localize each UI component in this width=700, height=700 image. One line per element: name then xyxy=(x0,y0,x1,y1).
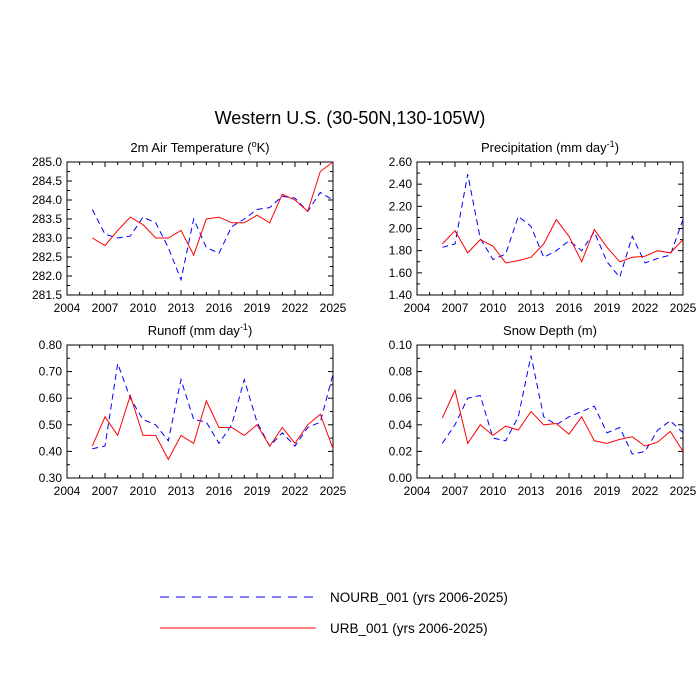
series-line-urb_001 xyxy=(441,218,684,264)
y-tick-label: 284.0 xyxy=(32,193,62,207)
panel-title-suffix: K) xyxy=(257,140,270,155)
y-tick-label: 0.30 xyxy=(39,471,63,485)
figure-title: Western U.S. (30-50N,130-105W) xyxy=(215,108,486,128)
y-tick-label: 2.60 xyxy=(389,155,413,169)
plot-frame xyxy=(66,161,334,296)
y-tick-label: 2.20 xyxy=(389,199,413,213)
chart-panel-2: Runoff (mm day-1) 2004 2007 2010 2013 2016 201… xyxy=(39,322,347,498)
panel-title-suffix: ) xyxy=(615,140,619,155)
panel-title-main: Snow Depth (m) xyxy=(503,323,597,338)
series-line-urb_001 xyxy=(92,161,334,257)
panel-title-sup: -1 xyxy=(607,139,615,149)
series-line-nourb_001 xyxy=(92,363,334,450)
panel-title-main: 2m Air Temperature ( xyxy=(130,140,252,155)
series-line-urb_001 xyxy=(441,388,684,452)
y-tick-label: 0.06 xyxy=(389,391,413,405)
y-tick-label: 1.80 xyxy=(389,244,413,258)
y-tick-label: 0.08 xyxy=(389,365,413,379)
panel-title-sup: -1 xyxy=(240,322,248,332)
y-tick-label: 283.5 xyxy=(32,212,62,226)
x-tick-label: 2019 xyxy=(594,301,621,315)
x-tick-label: 2019 xyxy=(244,301,271,315)
x-tick-label: 2010 xyxy=(130,301,157,315)
panel-title-main: Runoff (mm day xyxy=(148,323,241,338)
x-tick-label: 2013 xyxy=(518,301,545,315)
x-tick-label: 2013 xyxy=(518,484,545,498)
x-tick-label: 2022 xyxy=(632,301,659,315)
series-line-nourb_001 xyxy=(442,174,684,279)
y-tick-label: 2.40 xyxy=(389,177,413,191)
panel-title: Snow Depth (m) xyxy=(503,323,597,338)
y-tick-label: 0.10 xyxy=(389,338,413,352)
chart-panel-0: 2m Air Temperature (oK) 2004 2007 2010 2013 2… xyxy=(32,139,347,315)
panel-title: Runoff (mm day-1) xyxy=(148,322,253,338)
x-tick-label: 2022 xyxy=(282,301,309,315)
y-tick-label: 282.5 xyxy=(32,250,62,264)
x-tick-label: 2019 xyxy=(244,484,271,498)
x-tick-label: 2025 xyxy=(670,301,697,315)
x-tick-label: 2007 xyxy=(92,484,119,498)
x-tick-label: 2010 xyxy=(480,301,507,315)
panel-title: 2m Air Temperature (oK) xyxy=(130,139,269,155)
panel-title-sup: o xyxy=(252,139,257,149)
y-tick-label: 282.0 xyxy=(32,269,62,283)
x-tick-label: 2025 xyxy=(320,484,347,498)
x-tick-label: 2004 xyxy=(404,484,431,498)
x-tick-label: 2007 xyxy=(442,484,469,498)
x-tick-label: 2022 xyxy=(282,484,309,498)
x-tick-label: 2016 xyxy=(556,301,583,315)
panel-title-suffix: ) xyxy=(248,323,252,338)
panels: 2m Air Temperature (oK) 2004 2007 2010 2013 2… xyxy=(32,139,697,498)
y-tick-label: 285.0 xyxy=(32,155,62,169)
x-tick-label: 2007 xyxy=(92,301,119,315)
chart-panel-3: Snow Depth (m) 2004 2007 2010 2013 2016 2019 20… xyxy=(389,323,697,498)
y-tick-label: 0.02 xyxy=(389,444,413,458)
y-tick-label: 0.70 xyxy=(39,365,63,379)
y-tick-label: 0.00 xyxy=(389,471,413,485)
y-tick-label: 0.50 xyxy=(39,418,63,432)
x-tick-label: 2022 xyxy=(632,484,659,498)
plot-frame xyxy=(66,344,334,479)
y-tick-label: 1.60 xyxy=(389,266,413,280)
x-tick-label: 2010 xyxy=(130,484,157,498)
series-line-nourb_001 xyxy=(441,355,684,455)
y-tick-label: 0.40 xyxy=(39,444,63,458)
x-tick-label: 2016 xyxy=(206,484,233,498)
x-tick-label: 2025 xyxy=(670,484,697,498)
x-tick-label: 2007 xyxy=(442,301,469,315)
x-tick-label: 2004 xyxy=(54,301,81,315)
plot-frame xyxy=(416,161,684,296)
x-tick-label: 2016 xyxy=(556,484,583,498)
panel-title: Precipitation (mm day-1) xyxy=(481,139,619,155)
x-tick-label: 2004 xyxy=(54,484,81,498)
x-tick-label: 2010 xyxy=(480,484,507,498)
y-tick-label: 1.40 xyxy=(389,288,413,302)
y-tick-label: 2.00 xyxy=(389,222,413,236)
y-tick-label: 284.5 xyxy=(32,174,62,188)
series-line-nourb_001 xyxy=(91,191,334,282)
legend-nourb-label: NOURB_001 (yrs 2006-2025) xyxy=(330,590,508,605)
y-tick-label: 0.80 xyxy=(39,338,63,352)
y-tick-label: 283.0 xyxy=(32,231,62,245)
x-tick-label: 2016 xyxy=(206,301,233,315)
x-tick-label: 2013 xyxy=(168,484,195,498)
x-tick-label: 2013 xyxy=(168,301,195,315)
y-tick-label: 0.60 xyxy=(39,391,63,405)
x-tick-label: 2004 xyxy=(404,301,431,315)
y-tick-label: 281.5 xyxy=(32,288,62,302)
legend-urb-label: URB_001 (yrs 2006-2025) xyxy=(330,621,488,636)
legend: NOURB_001 (yrs 2006-2025) URB_001 (yrs 2… xyxy=(160,590,508,636)
y-tick-label: 0.04 xyxy=(389,418,413,432)
series-line-urb_001 xyxy=(91,393,334,461)
x-tick-label: 2019 xyxy=(594,484,621,498)
plot-frame xyxy=(416,344,684,479)
chart-panel-1: Precipitation (mm day-1) 2004 2007 2010 2013… xyxy=(389,139,697,315)
x-tick-label: 2025 xyxy=(320,301,347,315)
panel-title-main: Precipitation (mm day xyxy=(481,140,607,155)
